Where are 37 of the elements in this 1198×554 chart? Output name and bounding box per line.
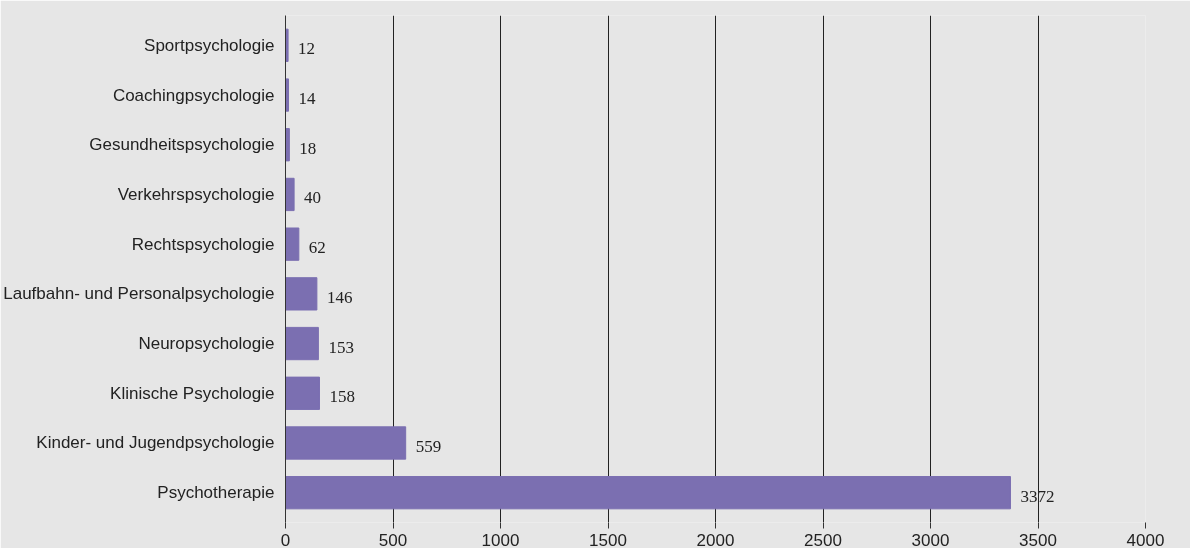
y-tick-label: Coachingpsychologie <box>112 85 275 105</box>
bar <box>285 28 289 62</box>
y-tick-label: Neuropsychologie <box>138 334 275 354</box>
x-tick-label: 0 <box>280 530 291 550</box>
x-tick-label: 4000 <box>1126 530 1165 550</box>
y-tick-label: Psychotherapie <box>157 483 275 503</box>
x-tick-label: 2500 <box>804 530 842 550</box>
bar <box>285 376 320 410</box>
bar <box>285 277 318 311</box>
y-tick-label: Sportpsychologie <box>144 35 275 55</box>
y-tick-label: Gesundheitspsychologie <box>89 135 275 155</box>
y-tick-label: Kinder- und Jugendpsychologie <box>36 433 275 453</box>
bar <box>285 128 290 162</box>
data-label: 18 <box>299 138 317 158</box>
data-label: 40 <box>304 188 322 208</box>
data-label: 14 <box>298 89 317 109</box>
x-tick-label: 2000 <box>696 530 735 550</box>
y-tick-label: Rechtspsychologie <box>131 234 275 254</box>
data-label: 158 <box>329 387 355 407</box>
data-label: 153 <box>328 337 354 357</box>
bar <box>285 326 319 361</box>
y-tick-label: Laufbahn- und Personalpsychologie <box>3 284 275 304</box>
x-tick-label: 3000 <box>911 530 950 550</box>
x-tick-label: 500 <box>378 530 408 550</box>
bar <box>285 227 300 261</box>
y-tick-label: Verkehrspsychologie <box>117 184 275 204</box>
data-label: 146 <box>326 287 353 307</box>
bar <box>285 177 295 212</box>
bar <box>285 426 407 460</box>
y-tick-label: Klinische Psychologie <box>110 383 275 403</box>
bar <box>285 476 1011 510</box>
data-label: 62 <box>308 238 326 258</box>
data-label: 559 <box>415 436 442 456</box>
x-tick-label: 1000 <box>481 530 520 550</box>
data-label: 12 <box>298 39 316 59</box>
x-tick-label: 3500 <box>1019 530 1057 550</box>
x-tick-label: 1500 <box>589 530 627 550</box>
